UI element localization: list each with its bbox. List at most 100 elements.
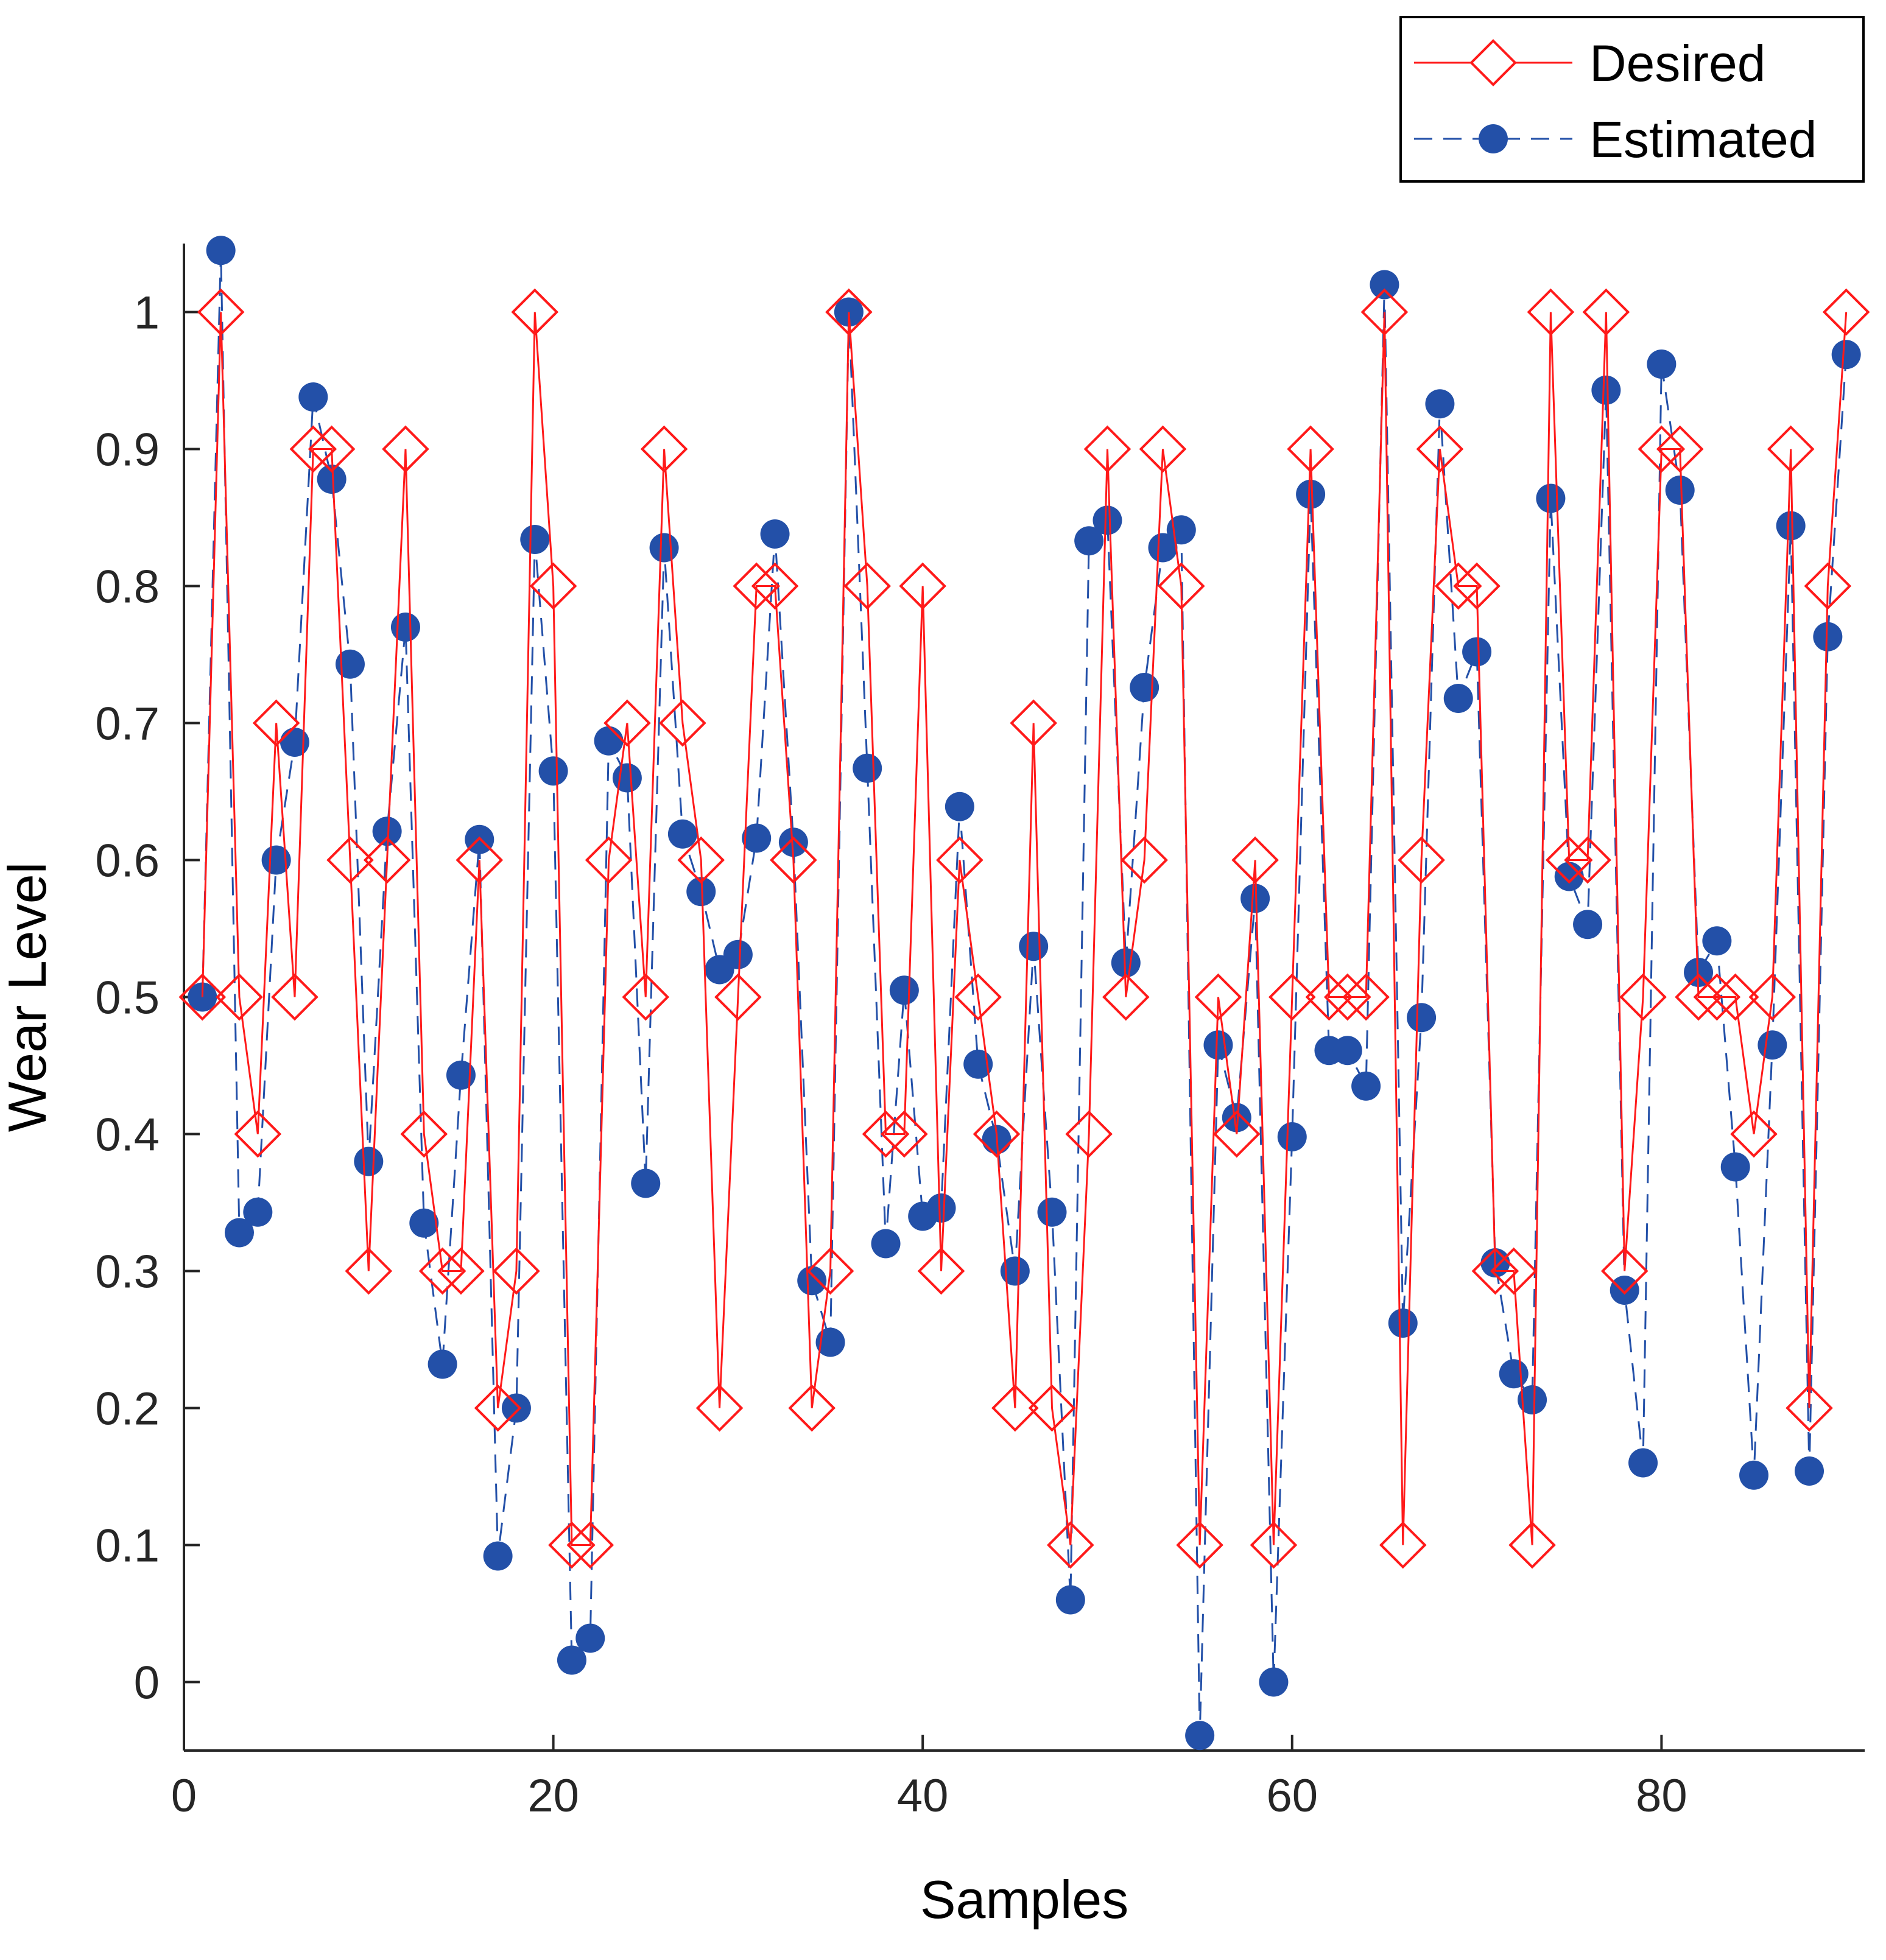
desired-point — [917, 1247, 965, 1295]
legend-box — [1399, 16, 1865, 183]
desired-point — [326, 836, 374, 884]
desired-point — [1490, 1247, 1538, 1295]
desired-point — [234, 1110, 282, 1158]
desired-point — [548, 1521, 596, 1569]
y-tick-label: 0.1 — [95, 1520, 160, 1572]
desired-point — [1379, 1521, 1427, 1569]
desired-point — [252, 699, 300, 747]
desired-point — [1157, 562, 1205, 610]
estimated-point — [612, 763, 642, 793]
desired-point — [1139, 425, 1187, 473]
desired-point — [1730, 1110, 1778, 1158]
x-axis-title: Samples — [920, 1869, 1128, 1930]
desired-point — [1305, 973, 1353, 1021]
desired-point — [1323, 973, 1371, 1021]
estimated-point — [335, 649, 365, 679]
desired-point — [437, 1247, 485, 1295]
desired-point — [1287, 425, 1334, 473]
legend-estimated-label: Estimated — [1589, 111, 1817, 168]
desired-point — [677, 836, 725, 884]
desired-point — [1582, 288, 1630, 336]
estimated-point — [1536, 483, 1566, 513]
estimated-point — [778, 827, 808, 857]
desired-point — [1822, 288, 1870, 336]
desired-point — [271, 973, 318, 1021]
desired-point — [936, 836, 983, 884]
x-tick-label: 80 — [1636, 1770, 1687, 1822]
estimated-point — [926, 1193, 956, 1223]
desired-point — [1675, 973, 1722, 1021]
y-tick-label: 0.5 — [95, 972, 160, 1024]
x-tick-label: 0 — [171, 1770, 197, 1822]
estimated-point — [1000, 1256, 1030, 1286]
desired-point — [954, 973, 1002, 1021]
estimated-point — [1758, 1030, 1787, 1060]
desired-point — [1748, 973, 1796, 1021]
y-axis-title: Wear Level — [0, 862, 57, 1132]
estimated-point — [667, 819, 697, 849]
desired-point — [973, 1110, 1021, 1158]
estimated-point — [649, 533, 679, 563]
desired-point — [1453, 562, 1501, 610]
desired-point — [1121, 836, 1168, 884]
desired-point — [1416, 425, 1464, 473]
desired-point — [1564, 836, 1611, 884]
desired-point — [345, 1247, 393, 1295]
estimated-point — [557, 1645, 586, 1675]
estimated-point — [1296, 479, 1326, 509]
estimated-point — [1443, 684, 1473, 713]
estimated-point — [1222, 1103, 1251, 1133]
estimated-point — [575, 1623, 605, 1653]
estimated-point — [1332, 1036, 1362, 1066]
estimated-point — [853, 753, 882, 783]
series-estimated — [188, 236, 1861, 1751]
desired-point — [825, 288, 873, 336]
y-tick-label: 0.4 — [95, 1109, 160, 1161]
y-tick-label: 0.7 — [95, 698, 160, 750]
desired-point — [1212, 1110, 1261, 1158]
y-ticks: 0 0.1 0.2 0.3 0.4 0.5 0.6 0.7 0.8 0.9 1 — [95, 287, 200, 1709]
desired-point — [1434, 562, 1482, 610]
legend-desired-label: Desired — [1589, 35, 1765, 92]
legend: Desired Estimated — [1399, 16, 1865, 183]
desired-point — [1398, 836, 1445, 884]
estimated-point — [742, 823, 772, 853]
estimated-point — [1370, 270, 1399, 300]
estimated-point — [1019, 932, 1049, 961]
estimated-point — [1259, 1667, 1289, 1697]
estimated-point — [1425, 389, 1455, 419]
desired-point — [1508, 1521, 1556, 1569]
desired-point — [363, 836, 411, 884]
estimated-point — [1388, 1308, 1418, 1338]
desired-point — [1545, 836, 1593, 884]
estimated-point — [723, 940, 753, 969]
desired-point — [1600, 1247, 1648, 1295]
estimated-point — [686, 877, 716, 907]
desired-point — [1268, 973, 1316, 1021]
desired-point — [308, 425, 356, 473]
estimated-point — [760, 519, 790, 549]
estimated-point — [390, 613, 420, 642]
y-tick-label: 0 — [134, 1657, 160, 1709]
desired-point — [178, 973, 227, 1021]
estimated-point — [1055, 1585, 1085, 1615]
desired-point — [1693, 973, 1741, 1021]
desired-point — [1176, 1521, 1223, 1569]
estimated-point — [1074, 526, 1104, 556]
x-tick-label: 60 — [1267, 1770, 1318, 1822]
estimated-point — [1351, 1071, 1381, 1101]
estimated-point — [1831, 340, 1861, 370]
desired-point — [1250, 1521, 1298, 1569]
estimated-point — [1240, 883, 1270, 913]
estimated-point — [298, 382, 328, 412]
desired-point — [714, 973, 762, 1021]
estimated-point — [206, 236, 236, 265]
desired-point — [1360, 288, 1409, 336]
estimated-point — [1166, 515, 1196, 545]
desired-point — [1786, 1384, 1833, 1432]
estimated-point — [1573, 910, 1603, 940]
x-tick-label: 40 — [897, 1770, 949, 1822]
desired-point — [1619, 973, 1667, 1021]
